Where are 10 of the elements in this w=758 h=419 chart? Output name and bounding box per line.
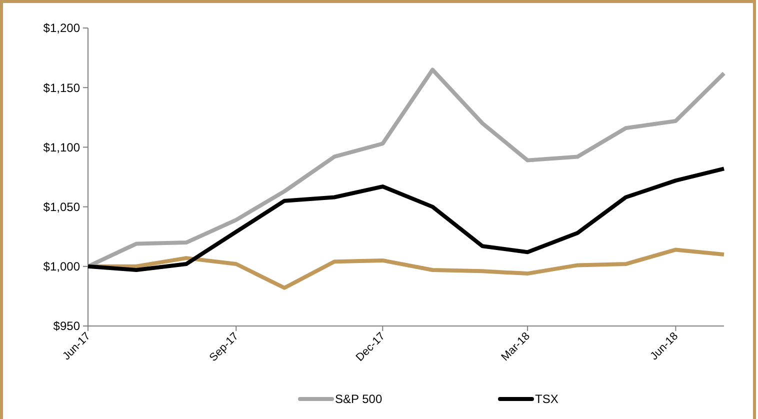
legend-label: S&P 500 <box>335 392 382 406</box>
y-tick-label: $1,100 <box>43 140 80 154</box>
y-tick-label: $950 <box>53 319 80 334</box>
line-series <box>86 166 726 272</box>
y-tick-label: $1,200 <box>43 21 80 36</box>
line-series <box>86 68 726 268</box>
y-tick-label: $1,050 <box>43 200 80 214</box>
legend-label: TSX <box>535 392 558 406</box>
y-tick-label: $1,000 <box>43 260 80 274</box>
y-tick-label: $1,150 <box>43 80 80 95</box>
